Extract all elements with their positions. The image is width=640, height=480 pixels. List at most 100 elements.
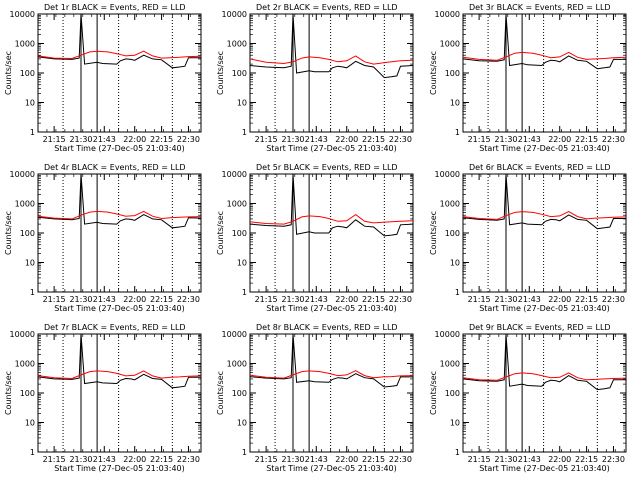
det-2-title: Det 2r BLACK = Events, RED = LLD	[256, 3, 398, 12]
det-9-x-tick-label: 22:30	[602, 455, 625, 464]
det-4-x-tick-label: 21:43	[93, 295, 116, 304]
det-3-x-tick-label: 22:15	[575, 135, 598, 144]
det-5-plot-frame	[249, 173, 414, 293]
det-5-y-axis-label: Counts/sec	[216, 211, 225, 255]
det-4-title: Det 4r BLACK = Events, RED = LLD	[44, 163, 186, 172]
det-6-x-tick-label: 22:15	[575, 295, 598, 304]
det-3-x-tick-label: 21:15	[468, 135, 491, 144]
det-7-y-tick-label: 100	[20, 389, 35, 398]
det-9-y-tick-label: 1	[455, 448, 460, 457]
det-3-plot-frame	[462, 13, 627, 133]
det-8-x-axis-label: Start Time (27-Dec-05 21:03:40)	[266, 464, 397, 473]
det-2-x-tick-label: 22:00	[335, 135, 358, 144]
det-1-y-tick-label: 100	[20, 69, 35, 78]
det-6-y-tick-label: 10000	[435, 170, 460, 179]
chart-panel-7: Det 7r BLACK = Events, RED = LLD 1 10 100 10…	[4, 323, 202, 473]
det-1-y-tick-label: 10	[25, 99, 35, 108]
det-9-x-tick-label: 21:43	[518, 455, 541, 464]
det-3-y-tick-label: 100	[445, 69, 460, 78]
det-9-y-tick-label: 10000	[435, 330, 460, 339]
det-2-series-events-line	[249, 13, 414, 79]
det-6-title: Det 6r BLACK = Events, RED = LLD	[469, 163, 611, 172]
det-8-y-tick-label: 1000	[227, 360, 247, 369]
det-4-plot-frame	[37, 173, 202, 293]
det-5-series-lld-line	[249, 213, 414, 225]
det-7-x-tick-label: 21:43	[93, 455, 116, 464]
det-8-y-tick-label: 10	[237, 419, 247, 428]
det-4-x-tick-label: 22:15	[150, 295, 173, 304]
det-7-series-lld-line	[37, 370, 202, 380]
det-2-y-tick-label: 10000	[222, 10, 247, 19]
det-3-y-tick-label: 1	[455, 128, 460, 137]
chart-panel-8: Det 8r BLACK = Events, RED = LLD 1 10 100 10…	[216, 323, 414, 473]
det-5-x-tick-label: 22:15	[362, 295, 385, 304]
det-2-y-axis-label: Counts/sec	[216, 51, 225, 95]
det-3-y-tick-label: 10000	[435, 10, 460, 19]
det-5-x-tick-label: 22:30	[389, 295, 412, 304]
det-1-series-events-line	[37, 13, 201, 69]
det-1-x-tick-label: 22:15	[150, 135, 173, 144]
det-3-y-axis-label: Counts/sec	[429, 51, 438, 95]
det-7-plot-frame	[37, 333, 202, 453]
det-6-y-tick-label: 1	[455, 288, 460, 297]
det-2-series-lld-line	[249, 55, 414, 65]
det-1-series-lld-line	[37, 50, 202, 60]
det-9-x-tick-label: 22:00	[548, 455, 571, 464]
det-3-x-tick-label: 22:30	[602, 135, 625, 144]
det-3-title: Det 3r BLACK = Events, RED = LLD	[469, 3, 611, 12]
det-5-title: Det 5r BLACK = Events, RED = LLD	[256, 163, 398, 172]
det-9-y-tick-label: 100	[445, 389, 460, 398]
det-7-title: Det 7r BLACK = Events, RED = LLD	[44, 323, 186, 332]
det-8-plot-frame	[249, 333, 414, 453]
det-9-y-tick-label: 1000	[440, 360, 460, 369]
det-6-y-axis-label: Counts/sec	[429, 211, 438, 255]
det-4-y-tick-label: 100	[20, 229, 35, 238]
det-7-x-tick-label: 22:15	[150, 455, 173, 464]
det-7-y-tick-label: 10	[25, 419, 35, 428]
det-2-y-tick-label: 1	[242, 128, 247, 137]
det-9-series-lld-line	[462, 372, 627, 381]
det-2-y-tick-label: 1000	[227, 40, 247, 49]
det-2-x-axis-label: Start Time (27-Dec-05 21:03:40)	[266, 144, 397, 153]
det-1-y-tick-label: 1000	[15, 40, 35, 49]
det-3-x-axis-label: Start Time (27-Dec-05 21:03:40)	[479, 144, 610, 153]
det-8-x-tick-label: 22:30	[389, 455, 412, 464]
det-1-x-tick-label: 21:15	[43, 135, 66, 144]
det-7-y-tick-label: 1000	[15, 360, 35, 369]
det-7-x-tick-label: 22:30	[177, 455, 200, 464]
det-3-x-tick-label: 21:43	[518, 135, 541, 144]
det-7-y-tick-label: 10000	[10, 330, 35, 339]
chart-panel-4: Det 4r BLACK = Events, RED = LLD 1 10 100 10…	[4, 163, 202, 313]
det-5-x-tick-label: 21:15	[255, 295, 278, 304]
det-7-x-tick-label: 22:00	[123, 455, 146, 464]
det-4-y-tick-label: 1000	[15, 200, 35, 209]
det-3-x-tick-label: 22:00	[548, 135, 571, 144]
det-3-x-tick-label: 21:30	[494, 135, 517, 144]
det-2-x-tick-label: 22:30	[389, 135, 412, 144]
chart-panel-2: Det 2r BLACK = Events, RED = LLD 1 10 100 10…	[216, 3, 414, 153]
chart-panel-3: Det 3r BLACK = Events, RED = LLD 1 10 100 10…	[429, 3, 627, 153]
det-8-x-tick-label: 21:30	[281, 455, 304, 464]
det-5-x-tick-label: 21:43	[305, 295, 328, 304]
det-4-y-tick-label: 10000	[10, 170, 35, 179]
det-8-x-tick-label: 21:15	[255, 455, 278, 464]
det-8-x-tick-label: 22:00	[335, 455, 358, 464]
det-7-x-axis-label: Start Time (27-Dec-05 21:03:40)	[54, 464, 185, 473]
det-7-x-tick-label: 21:30	[69, 455, 92, 464]
det-2-y-tick-label: 100	[232, 69, 247, 78]
det-9-x-axis-label: Start Time (27-Dec-05 21:03:40)	[479, 464, 610, 473]
det-4-x-axis-label: Start Time (27-Dec-05 21:03:40)	[54, 304, 185, 313]
det-7-y-tick-label: 1	[30, 448, 35, 457]
det-1-plot-frame	[37, 13, 202, 133]
det-8-series-events-line	[249, 333, 413, 388]
det-5-y-tick-label: 10	[237, 259, 247, 268]
chart-panel-9: Det 9r BLACK = Events, RED = LLD 1 10 100 10…	[429, 323, 627, 473]
det-1-y-tick-label: 1	[30, 128, 35, 137]
det-6-y-tick-label: 10	[450, 259, 460, 268]
det-6-series-lld-line	[462, 211, 627, 220]
det-5-series-events-line	[249, 173, 414, 237]
det-9-y-tick-label: 10	[450, 419, 460, 428]
det-5-y-tick-label: 1	[242, 288, 247, 297]
det-9-x-tick-label: 21:15	[468, 455, 491, 464]
det-2-x-tick-label: 21:30	[281, 135, 304, 144]
